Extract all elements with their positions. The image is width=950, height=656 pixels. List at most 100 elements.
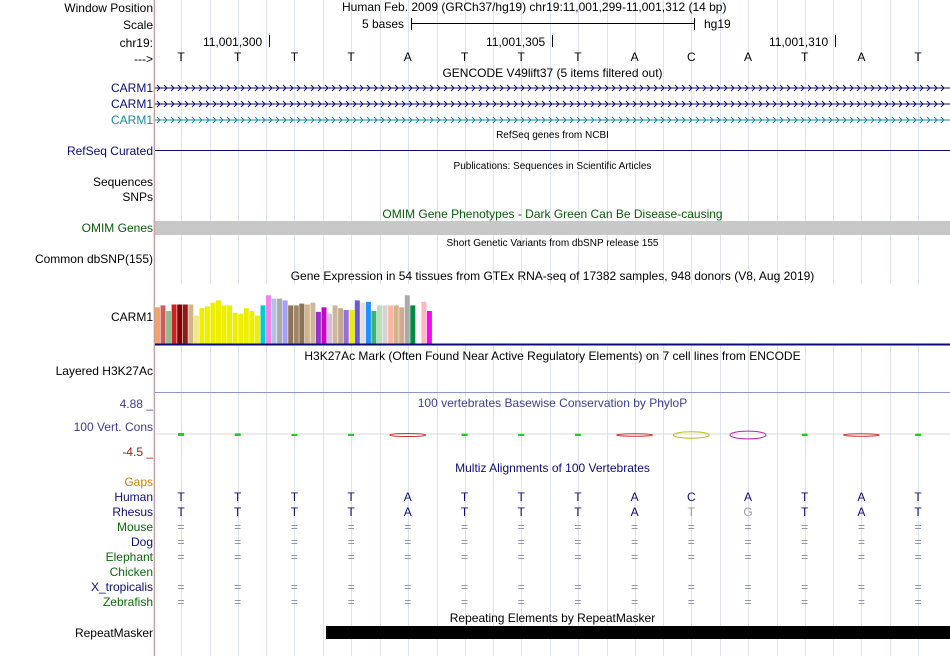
multiz-base: = bbox=[290, 595, 298, 609]
ruler-base: T bbox=[517, 50, 525, 64]
gtex-tissue-bar bbox=[271, 298, 277, 344]
gtex-tissue-bar bbox=[299, 303, 305, 344]
gtex-tissue-bar bbox=[360, 302, 366, 344]
publications-title[interactable]: Publications: Sequences in Scientific Ar… bbox=[453, 161, 652, 172]
multiz-base: T bbox=[460, 505, 469, 519]
gencode-track-label-3[interactable]: CARM1 bbox=[110, 113, 153, 127]
multiz-base: = bbox=[574, 520, 582, 534]
h3k27ac-signal-line[interactable] bbox=[155, 392, 950, 393]
multiz-base: T bbox=[801, 490, 809, 504]
ruler-base: T bbox=[347, 50, 355, 64]
gtex-tissue-bar bbox=[382, 305, 388, 344]
multiz-base: = bbox=[347, 580, 355, 594]
multiz-base: = bbox=[801, 595, 809, 609]
multiz-base: T bbox=[234, 505, 242, 519]
repeatmasker-label[interactable]: RepeatMasker bbox=[74, 626, 153, 640]
refseq-label[interactable]: RefSeq Curated bbox=[66, 144, 153, 158]
scale-assembly: hg19 bbox=[704, 17, 731, 31]
conservation-negative-mark bbox=[672, 431, 710, 439]
multiz-base: = bbox=[574, 550, 582, 564]
multiz-base: = bbox=[517, 520, 525, 534]
ruler-base: T bbox=[177, 50, 185, 64]
multiz-base: T bbox=[574, 505, 582, 519]
refseq-title[interactable]: RefSeq genes from NCBI bbox=[496, 130, 609, 141]
omim-gene-bar[interactable] bbox=[155, 221, 950, 235]
multiz-base: = bbox=[460, 580, 468, 594]
conservation-label[interactable]: 100 Vert. Cons bbox=[73, 420, 153, 434]
omim-title[interactable]: OMIM Gene Phenotypes - Dark Green Can Be… bbox=[382, 207, 723, 221]
gtex-expression-chart[interactable] bbox=[155, 284, 950, 346]
repeatmasker-title[interactable]: Repeating Elements by RepeatMasker bbox=[449, 611, 656, 625]
multiz-base: = bbox=[234, 595, 242, 609]
multiz-base: = bbox=[290, 535, 298, 549]
gtex-tissue-bar bbox=[243, 308, 249, 344]
multiz-base: = bbox=[801, 535, 809, 549]
scale-bar-left-tick bbox=[411, 18, 412, 30]
multiz-base: = bbox=[177, 550, 185, 564]
dbsnp-title[interactable]: Short Genetic Variants from dbSNP releas… bbox=[446, 238, 659, 249]
publications-snps-label[interactable]: SNPs bbox=[122, 190, 153, 204]
h3k27ac-label[interactable]: Layered H3K27Ac bbox=[55, 364, 153, 378]
gtex-tissue-bar bbox=[232, 312, 238, 344]
multiz-species-label[interactable]: Mouse bbox=[116, 520, 153, 534]
gtex-tissue-bar bbox=[260, 305, 266, 344]
multiz-base: = bbox=[631, 580, 639, 594]
gtex-tissue-bar bbox=[332, 305, 338, 344]
multiz-base: = bbox=[801, 580, 809, 594]
multiz-species-label[interactable]: Zebrafish bbox=[102, 595, 153, 609]
gtex-tissue-bar bbox=[249, 311, 255, 344]
gencode-strand-chevrons bbox=[156, 116, 945, 124]
multiz-base: = bbox=[290, 520, 298, 534]
multiz-species-label[interactable]: Chicken bbox=[109, 565, 153, 579]
gencode-track-label-1[interactable]: CARM1 bbox=[110, 81, 153, 95]
repeatmasker-element-bar[interactable] bbox=[326, 626, 950, 639]
multiz-gaps-label[interactable]: Gaps bbox=[124, 475, 153, 489]
multiz-species-label[interactable]: X_tropicalis bbox=[90, 580, 153, 594]
multiz-species-label[interactable]: Elephant bbox=[105, 550, 153, 564]
gtex-label[interactable]: CARM1 bbox=[110, 310, 153, 324]
multiz-base: T bbox=[347, 490, 355, 504]
ruler-base: T bbox=[460, 50, 469, 64]
conservation-min-label: -4.5 _ bbox=[122, 445, 153, 459]
gtex-title[interactable]: Gene Expression in 54 tissues from GTEx … bbox=[290, 269, 815, 283]
multiz-title[interactable]: Multiz Alignments of 100 Vertebrates bbox=[455, 461, 650, 475]
multiz-base: = bbox=[460, 550, 468, 564]
gtex-tissue-bar bbox=[193, 315, 199, 344]
gtex-tissue-bar bbox=[415, 304, 421, 344]
multiz-base: = bbox=[914, 580, 922, 594]
multiz-species-label[interactable]: Dog bbox=[130, 535, 153, 549]
multiz-base: T bbox=[801, 505, 809, 519]
gencode-transcripts[interactable] bbox=[155, 80, 950, 128]
multiz-base: = bbox=[177, 595, 185, 609]
publications-sequences-label[interactable]: Sequences bbox=[92, 175, 153, 189]
multiz-base: = bbox=[914, 535, 922, 549]
multiz-base: = bbox=[687, 580, 695, 594]
multiz-base: = bbox=[914, 550, 922, 564]
multiz-base: T bbox=[517, 490, 525, 504]
h3k27ac-title[interactable]: H3K27Ac Mark (Often Found Near Active Re… bbox=[304, 349, 801, 363]
conservation-positive-mark bbox=[461, 433, 468, 436]
conservation-positive-mark bbox=[291, 434, 298, 436]
multiz-base: A bbox=[857, 505, 866, 519]
gtex-tissue-bar bbox=[404, 295, 410, 344]
conservation-plot[interactable] bbox=[155, 420, 950, 450]
dbsnp-label[interactable]: Common dbSNP(155) bbox=[34, 252, 153, 266]
multiz-base: = bbox=[404, 535, 412, 549]
refseq-gene-line[interactable] bbox=[155, 150, 950, 151]
multiz-base: = bbox=[574, 595, 582, 609]
multiz-base: = bbox=[517, 535, 525, 549]
ruler-base: C bbox=[686, 50, 696, 64]
multiz-species-label[interactable]: Rhesus bbox=[112, 505, 153, 519]
multiz-base: = bbox=[234, 550, 242, 564]
omim-label[interactable]: OMIM Genes bbox=[81, 221, 153, 235]
multiz-species-label[interactable]: Human bbox=[114, 490, 153, 504]
strand-label: ---> bbox=[134, 52, 153, 66]
gencode-track-label-2[interactable]: CARM1 bbox=[110, 97, 153, 111]
multiz-base: = bbox=[404, 580, 412, 594]
conservation-title[interactable]: 100 vertebrates Basewise Conservation by… bbox=[417, 396, 688, 410]
multiz-base: = bbox=[347, 520, 355, 534]
gtex-tissue-bar bbox=[304, 304, 310, 344]
gencode-title[interactable]: GENCODE V49lift37 (5 items filtered out) bbox=[442, 66, 663, 80]
conservation-positive-mark bbox=[234, 433, 241, 436]
multiz-base: = bbox=[517, 595, 525, 609]
